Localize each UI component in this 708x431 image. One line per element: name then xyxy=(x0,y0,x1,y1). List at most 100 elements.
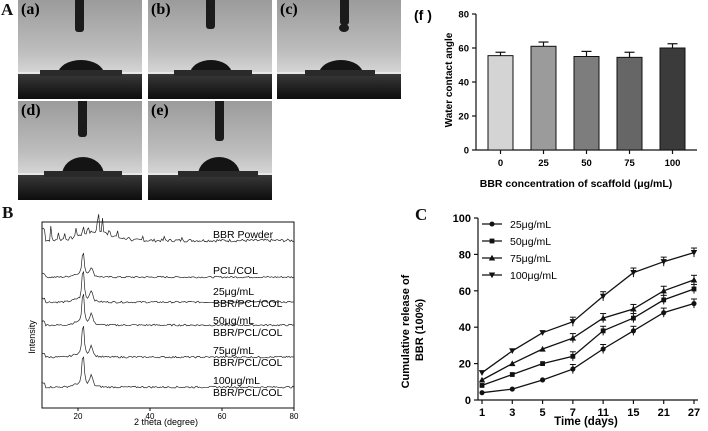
y-tick-label: 0 xyxy=(464,146,469,157)
trace-label: 50μg/mL BBR/PCL/COL xyxy=(213,315,283,339)
xrd-trace xyxy=(41,326,295,359)
x-tick-label: 80 xyxy=(290,412,299,421)
trace-label: 75μg/mL BBR/PCL/COL xyxy=(213,345,283,369)
x-tick-label: 60 xyxy=(218,412,227,421)
data-point xyxy=(540,361,545,366)
y-tick-label: 0 xyxy=(465,395,471,407)
xrd-trace xyxy=(41,214,295,243)
contact-angle-photo-c: (c) xyxy=(277,0,401,99)
contact-angle-photo-b: (b) xyxy=(148,0,272,99)
data-point xyxy=(690,250,698,256)
x-tick-label: 75 xyxy=(624,158,635,169)
data-point xyxy=(509,360,516,367)
trace-label: 100μg/mL BBR/PCL/COL xyxy=(213,375,283,399)
data-point xyxy=(478,370,486,376)
xrd-trace xyxy=(41,270,295,304)
x-axis-label: 2 theta (degree) xyxy=(134,417,198,427)
x-tick-label: 11 xyxy=(597,407,609,419)
needle xyxy=(75,0,84,32)
bar xyxy=(659,47,686,151)
trace-label: 25μg/mL BBR/PCL/COL xyxy=(213,286,283,310)
data-point xyxy=(570,366,576,372)
plot-frame xyxy=(41,221,295,409)
data-point xyxy=(540,377,546,383)
droplet xyxy=(198,157,240,175)
data-point xyxy=(509,348,516,355)
data-point xyxy=(488,272,496,279)
contact-angle-photo-d: (d) xyxy=(18,101,142,200)
photo-label: (a) xyxy=(21,1,40,18)
xrd-trace xyxy=(41,356,295,389)
data-point xyxy=(479,383,485,388)
bar xyxy=(616,56,643,151)
x-tick-label: 20 xyxy=(74,412,83,421)
data-point xyxy=(478,376,486,383)
x-tick-label: 100 xyxy=(665,158,681,169)
x-tick-label: 7 xyxy=(570,407,576,419)
data-point xyxy=(509,372,515,377)
contact-angle-bar-chart: (f ) Water contact angle BBR concentrati… xyxy=(414,7,697,190)
xrd-trace xyxy=(41,294,295,327)
photo-label: (b) xyxy=(151,1,171,18)
data-point xyxy=(600,346,606,352)
panel-c-letter: C xyxy=(415,205,428,224)
x-tick-label: 25 xyxy=(538,158,549,169)
data-point xyxy=(509,386,515,392)
data-point xyxy=(539,345,546,352)
photo-label: (c) xyxy=(280,1,298,18)
xrd-pattern-chart: Intensity 2 theta (degree) BBR Powder PCL… xyxy=(27,214,299,427)
data-point xyxy=(569,319,577,325)
data-point xyxy=(661,297,667,303)
y-tick-label: 80 xyxy=(459,249,471,261)
y-axis-label: Water contact angle xyxy=(444,32,455,127)
xrd-trace xyxy=(41,252,295,279)
data-point xyxy=(660,287,667,294)
data-point xyxy=(661,310,667,316)
data-point xyxy=(630,270,637,276)
data-point xyxy=(630,328,636,334)
y-tick-label: 60 xyxy=(458,44,469,55)
data-point xyxy=(691,286,697,292)
needle xyxy=(215,101,224,141)
y-tick-label: 20 xyxy=(459,359,471,371)
x-tick-label: 27 xyxy=(688,407,700,419)
data-point xyxy=(631,315,636,321)
y-tick-label: 20 xyxy=(458,112,469,123)
bar xyxy=(530,45,557,151)
data-point xyxy=(691,300,697,307)
trace-label: BBR Powder xyxy=(213,229,274,241)
x-tick-label: 15 xyxy=(627,407,639,419)
legend-label: 75μg/mL xyxy=(510,253,551,265)
data-point xyxy=(479,390,485,396)
y-tick-label: 40 xyxy=(458,78,469,89)
series-line xyxy=(481,251,695,374)
bar xyxy=(487,55,514,151)
legend-label: 25μg/mL xyxy=(510,219,551,231)
y-axis-label: Intensity xyxy=(27,320,37,354)
photo-label: (d) xyxy=(21,102,41,119)
data-point xyxy=(660,259,667,265)
data-point xyxy=(600,328,606,334)
droplet xyxy=(62,157,104,175)
y-axis-label: Cumulative release of BBR (100%) xyxy=(400,272,426,389)
data-point xyxy=(488,254,496,261)
needle xyxy=(340,0,349,25)
x-tick-label: 40 xyxy=(146,412,155,421)
x-tick-label: 1 xyxy=(479,407,485,419)
contact-angle-photo-a: (a) xyxy=(18,0,142,99)
y-tick-label: 100 xyxy=(453,213,471,225)
data-point xyxy=(489,238,495,244)
x-tick-label: 50 xyxy=(581,158,592,169)
needle xyxy=(78,101,87,137)
x-tick-label: 21 xyxy=(658,407,670,419)
pendant-drop xyxy=(339,24,349,32)
trace-label: PCL/COL xyxy=(213,265,258,277)
data-point xyxy=(690,276,698,283)
y-tick-label: 40 xyxy=(459,322,471,334)
series-line xyxy=(481,279,695,381)
legend-label: 100μg/mL xyxy=(510,270,557,282)
data-point xyxy=(630,305,637,312)
photo-label: (e) xyxy=(151,102,169,119)
y-tick-label: 80 xyxy=(458,10,469,21)
panel-b-letter: B xyxy=(2,203,14,222)
